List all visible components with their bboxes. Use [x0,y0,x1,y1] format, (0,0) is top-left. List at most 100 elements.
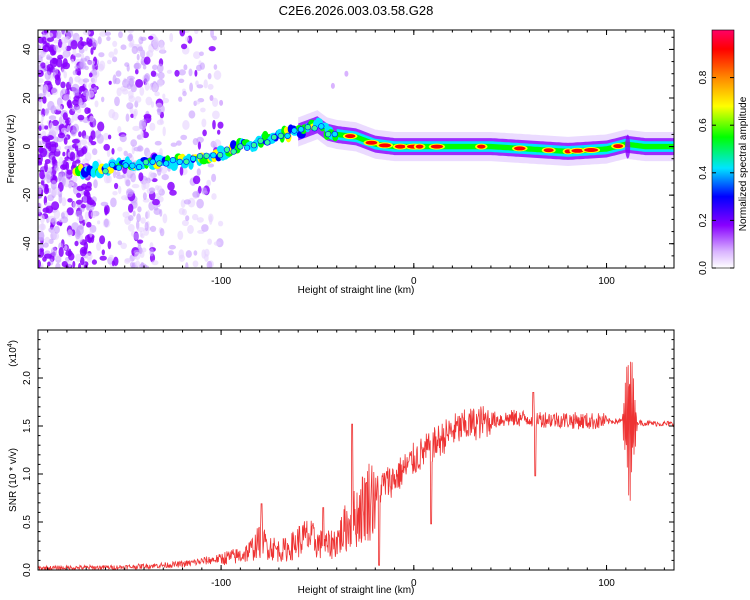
noise-blob [208,213,214,223]
ridge-blob [107,166,114,174]
noise-blob [112,40,118,48]
ridge-hot-spot [613,144,623,149]
noise-blob [212,35,218,41]
noise-blob [49,122,54,132]
noise-blob [195,80,199,86]
noise-blob [150,225,157,232]
noise-blob [196,84,204,89]
noise-blob [107,240,112,250]
noise-blob [196,168,201,176]
noise-blob [78,131,82,138]
noise-blob [46,64,54,71]
noise-blob [168,244,176,250]
spectrogram-x-label: Height of straight line (km) [298,285,415,296]
noise-blob [181,219,189,227]
noise-blob [71,113,80,121]
noise-blob [76,192,82,198]
noise-blob [127,30,134,34]
noise-blob [140,233,145,239]
y-tick-label: 2.0 [22,371,33,385]
ridge-blob [283,126,289,134]
colorbar-label: Normalized spectral amplitude [738,96,749,231]
noise-blob [61,42,68,52]
ridge-peak-dot [163,160,170,167]
noise-blob [68,76,74,86]
noise-blob [134,251,141,260]
ridge-blob [216,145,225,154]
noise-blob [178,254,185,262]
noise-blob [111,148,115,155]
noise-blob [124,258,132,263]
noise-blob [88,72,93,78]
noise-blob [128,215,134,221]
noise-blob [152,82,158,93]
ridge-peak-dot [129,162,136,169]
noise-blob [70,58,75,64]
noise-blob [78,97,83,108]
noise-blob [192,213,199,221]
noise-blob [154,91,160,97]
noise-blob [107,59,112,65]
noise-blob [50,180,57,190]
noise-blob [146,210,150,219]
noise-blob [51,230,56,235]
noise-blob [44,236,51,245]
noise-blob [83,189,90,197]
noise-blob [207,238,213,245]
noise-blob [134,96,142,103]
noise-blob [185,36,190,42]
noise-blob [77,114,85,121]
noise-blob [84,65,89,71]
burst-blob [625,134,631,159]
noise-blob [201,224,209,232]
noise-blob [199,51,204,57]
ridge-peak-dot [271,134,278,141]
noise-blob [185,262,189,268]
noise-blob [84,44,88,52]
noise-blob [131,144,135,155]
noise-blob [134,62,142,70]
noise-blob [74,229,81,240]
noise-blob [92,39,98,48]
noise-blob [80,204,87,209]
noise-blob [143,56,151,65]
noise-blob [79,256,85,266]
noise-blob [60,127,68,133]
noise-blob [38,99,43,109]
snr-multiplier: (x104) [7,340,19,367]
noise-blob [49,143,57,154]
y-tick-label: 0 [22,143,33,149]
ridge-peak-dot [210,152,217,159]
noise-blob [38,50,43,58]
snr-multiplier-base: (x104) [7,340,19,367]
noise-blob [103,173,111,184]
noise-blob [330,82,335,89]
ridge-hot-spot [394,144,406,149]
noise-blob [60,164,68,171]
noise-blob [114,77,121,85]
noise-blob [60,81,66,89]
noise-blob [192,138,199,146]
noise-blob [161,174,169,181]
noise-blob [212,97,219,108]
noise-blob [43,84,49,94]
noise-blob [122,78,130,88]
ridge-hot-spot [430,144,443,149]
noise-blob [82,194,88,204]
noise-blob [107,134,112,140]
noise-blob [189,82,194,92]
ridge-hot-spot [365,140,378,145]
noise-blob [45,205,54,214]
noise-blob [112,169,117,179]
noise-blob [176,140,182,146]
ridge-peak-dot [149,158,156,165]
noise-blob [206,179,212,187]
noise-blob [54,74,60,81]
noise-blob [183,199,191,205]
noise-blob [67,229,73,237]
noise-blob [39,147,48,158]
noise-blob [89,229,93,238]
noise-blob [72,201,78,210]
ridge-peak-dot [264,139,271,146]
y-tick-label: 1.0 [22,467,33,481]
